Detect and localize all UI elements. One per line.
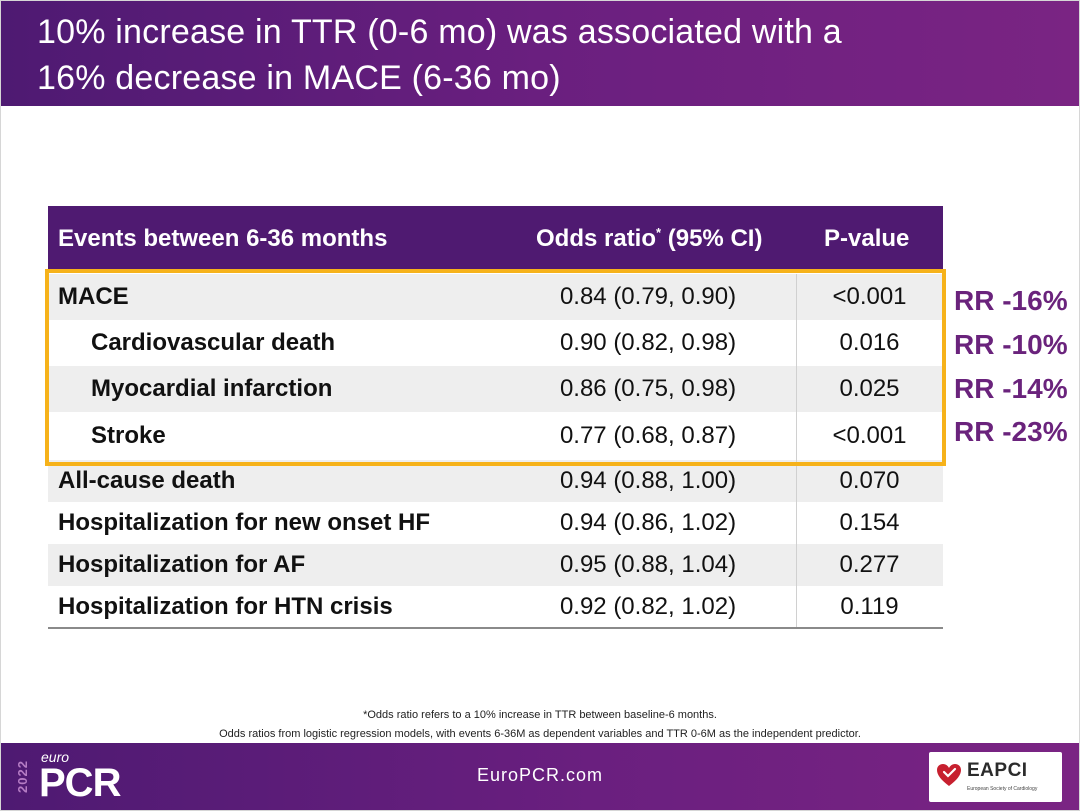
footnote-1: *Odds ratio refers to a 10% increase in … (363, 709, 717, 721)
table-bottom-rule (48, 627, 943, 629)
table-row: Hospitalization for HTN crisis 0.92 (0.8… (48, 586, 943, 627)
rr-label-stroke: RR -23% (954, 416, 1068, 447)
header-odds-ratio-label: Odds ratio (536, 225, 657, 252)
p-value: 0.016 (839, 329, 900, 356)
column-divider (796, 544, 797, 586)
odds-ratio-value: 0.77 (0.68, 0.87) (559, 422, 737, 449)
eapci-wordmark: EAPCI (967, 760, 1028, 781)
title-banner: 10% increase in TTR (0-6 mo) was associa… (1, 1, 1079, 106)
event-name: Stroke (91, 422, 166, 449)
header-odds-ratio-footnote-mark: * (656, 225, 662, 240)
table-header: Events between 6-36 months Odds ratio* (… (48, 206, 943, 272)
slide-title: 10% increase in TTR (0-6 mo) was associa… (37, 9, 1037, 101)
column-divider (796, 320, 797, 366)
table-row: Hospitalization for new onset HF 0.94 (0… (48, 502, 943, 544)
footnote-2: Odds ratios from logistic regression mod… (219, 728, 861, 740)
footer-bar: 2022 euro PCR EuroPCR.com EAPCI European… (1, 743, 1079, 810)
odds-ratio-value: 0.94 (0.88, 1.00) (559, 467, 737, 494)
esc-subtitle: European Society of Cardiology (967, 786, 1038, 792)
website-link[interactable]: EuroPCR.com (476, 765, 604, 785)
table-row: Myocardial infarction 0.86 (0.75, 0.98) … (48, 366, 943, 412)
odds-ratio-value: 0.86 (0.75, 0.98) (559, 375, 737, 402)
odds-ratio-table: Events between 6-36 months Odds ratio* (… (48, 206, 943, 629)
odds-ratio-value: 0.84 (0.79, 0.90) (559, 283, 737, 310)
slide-title-line-2: 16% decrease in MACE (6-36 mo) (37, 59, 561, 97)
p-value: 0.119 (840, 593, 899, 620)
p-value: 0.154 (839, 509, 900, 536)
slide-title-line-1: 10% increase in TTR (0-6 mo) was associa… (37, 13, 842, 51)
eapci-logo: EAPCI European Society of Cardiology (929, 752, 1062, 802)
rr-label-mi: RR -14% (954, 373, 1068, 404)
header-odds-ratio: Odds ratio* (95% CI) (536, 206, 762, 272)
column-divider (796, 274, 797, 320)
header-events: Events between 6-36 months (58, 225, 388, 252)
column-divider (796, 586, 797, 627)
europcr-logo-euro: euro (41, 749, 70, 765)
p-value: 0.025 (839, 375, 900, 402)
table-row: Stroke 0.77 (0.68, 0.87) <0.001 (48, 412, 943, 460)
table-row: All-cause death 0.94 (0.88, 1.00) 0.070 (48, 460, 943, 502)
column-divider (796, 502, 797, 544)
header-p-value: P-value (824, 225, 910, 252)
odds-ratio-value: 0.94 (0.86, 1.02) (559, 509, 737, 536)
event-name: Hospitalization for HTN crisis (58, 593, 393, 620)
table-row: Cardiovascular death 0.90 (0.82, 0.98) 0… (48, 320, 943, 366)
column-divider (796, 412, 797, 460)
p-value: <0.001 (832, 283, 907, 310)
europcr-logo-pcr: PCR (39, 761, 121, 805)
rr-label-cv-death: RR -10% (954, 329, 1068, 360)
table-row: MACE 0.84 (0.79, 0.90) <0.001 (48, 274, 943, 320)
event-name: MACE (58, 283, 129, 310)
event-name: Cardiovascular death (91, 329, 336, 356)
event-name: Myocardial infarction (91, 375, 333, 402)
event-name: All-cause death (58, 467, 236, 494)
header-odds-ratio-ci: (95% CI) (661, 225, 763, 252)
odds-ratio-value: 0.95 (0.88, 1.04) (559, 551, 737, 578)
event-name: Hospitalization for AF (58, 551, 306, 578)
p-value: 0.277 (839, 551, 900, 578)
p-value: 0.070 (839, 467, 900, 494)
column-divider (796, 366, 797, 412)
heart-icon (937, 764, 961, 786)
mace-highlight-box (45, 269, 946, 466)
p-value: <0.001 (832, 422, 907, 449)
column-divider (796, 460, 797, 502)
table-row: Hospitalization for AF 0.95 (0.88, 1.04)… (48, 544, 943, 586)
odds-ratio-value: 0.92 (0.82, 1.02) (559, 593, 737, 620)
rr-label-mace: RR -16% (954, 285, 1068, 316)
event-name: Hospitalization for new onset HF (58, 509, 431, 536)
odds-ratio-value: 0.90 (0.82, 0.98) (559, 329, 737, 356)
